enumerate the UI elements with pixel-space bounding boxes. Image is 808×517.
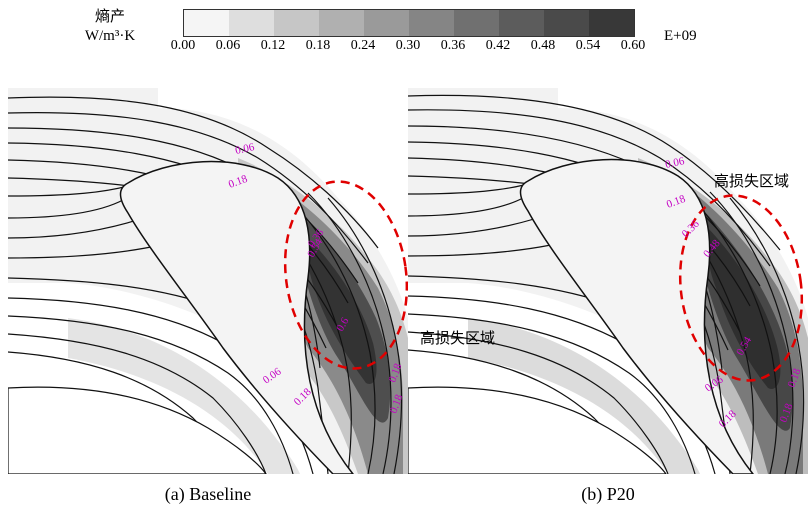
legend-swatch — [454, 10, 499, 36]
legend-title: 熵产 W/m³·K — [60, 8, 160, 46]
legend-tick-label: 0.18 — [305, 38, 331, 53]
legend-swatch — [544, 10, 589, 36]
contour-label: 0.06 — [664, 155, 686, 171]
legend-tick-label: 0.12 — [260, 38, 286, 53]
blade-profile — [519, 158, 754, 474]
annotation-high-loss-upper: 高损失区域 — [714, 174, 790, 190]
blade-profile-lower — [8, 386, 267, 474]
legend-tick-label: 0.60 — [620, 38, 646, 53]
legend-swatch — [274, 10, 319, 36]
legend-swatch — [409, 10, 454, 36]
legend-tick-label: 0.36 — [440, 38, 466, 53]
legend-swatch — [499, 10, 544, 36]
legend-tick-label: 0.30 — [395, 38, 421, 53]
panel-p20: 0.06 0.18 0.36 0.48 0.54 0.06 0.18 0.18 0.18 — [408, 88, 808, 474]
legend-quantity: 熵产 — [94, 9, 125, 25]
legend-tick-label: 0.24 — [350, 38, 376, 53]
high-loss-highlight — [283, 180, 408, 370]
legend-ticks: 0.00 0.06 0.12 0.18 0.24 0.30 0.36 0.42 0.48 0.54… — [148, 38, 648, 58]
contour-label: 0.06 — [234, 141, 256, 157]
high-loss-highlight — [678, 194, 804, 382]
contour-plot-p20: 0.060.180.360.480.540.060.180.180.18 — [408, 88, 808, 474]
legend-swatch — [319, 10, 364, 36]
legend-exponent: E+09 — [664, 28, 697, 44]
legend-swatch — [184, 10, 229, 36]
blade-profile — [119, 160, 354, 474]
panel-baseline: 0.06 0.18 0.36 0.54 0.6 0.06 0.18 0.18 0.18 — [8, 88, 408, 474]
legend-tick-label: 0.48 — [530, 38, 556, 53]
legend-tick-label: 0.54 — [575, 38, 601, 53]
legend-swatch — [364, 10, 409, 36]
legend-unit: W/m³·K — [84, 28, 136, 44]
legend-swatch — [589, 10, 634, 36]
legend-tick-label: 0.06 — [215, 38, 241, 53]
legend-swatch — [229, 10, 274, 36]
annotation-high-loss-lower: 高损失区域 — [420, 331, 496, 347]
blade-profile-lower — [408, 386, 667, 474]
caption-p20: (b) P20 — [581, 484, 635, 504]
legend-tick-label: 0.42 — [485, 38, 511, 53]
legend-colorbar — [183, 9, 635, 37]
caption-baseline: (a) Baseline — [164, 484, 252, 504]
legend-tick-label: 0.00 — [170, 38, 196, 53]
contour-plot-baseline: 0.060.180.360.540.60.060.180.180.18 — [8, 88, 408, 474]
